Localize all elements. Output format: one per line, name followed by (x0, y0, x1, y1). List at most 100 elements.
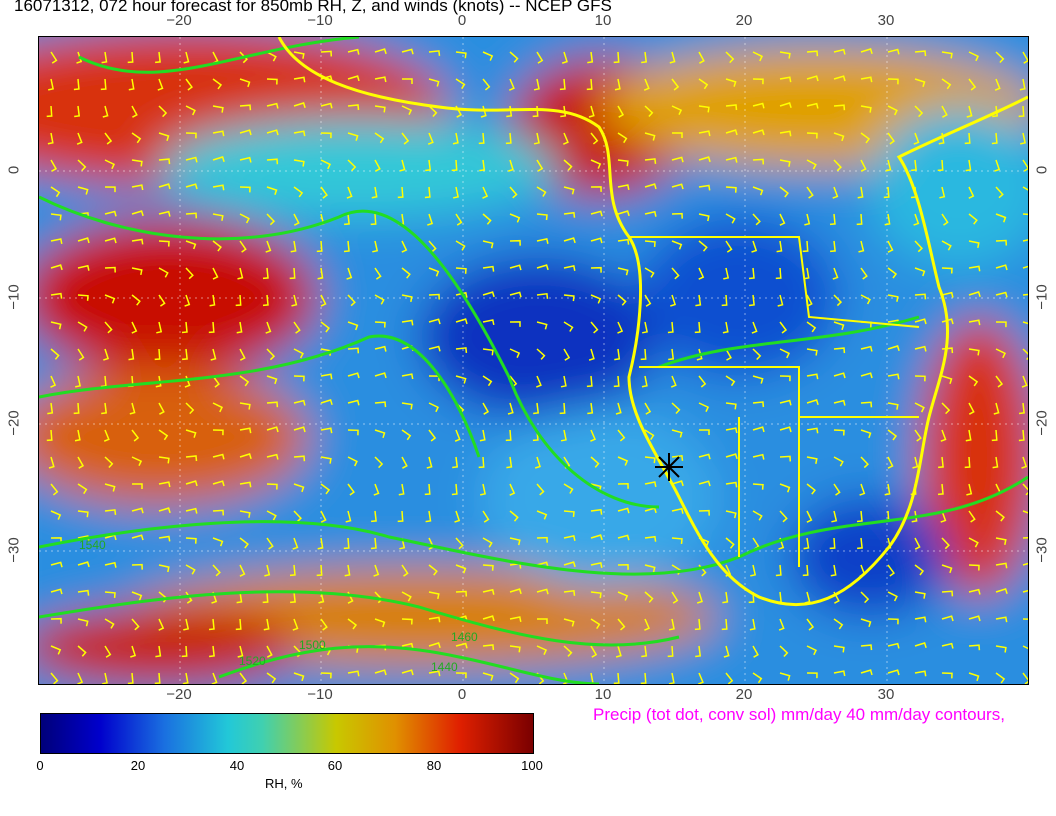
wind-barb (347, 618, 358, 630)
wind-barb (833, 670, 846, 677)
wind-barb (185, 183, 198, 190)
wind-barb (968, 265, 981, 272)
wind-barb (617, 321, 624, 334)
wind-barb (857, 186, 864, 199)
wind-barb (803, 267, 810, 280)
wind-barb (320, 427, 333, 434)
wind-barb (995, 616, 1008, 623)
wind-barb (347, 483, 355, 496)
wind-barb (995, 588, 1008, 595)
wind-barb (614, 348, 621, 361)
wind-barb (48, 456, 55, 469)
wind-barb (696, 591, 703, 604)
wind-barb (617, 238, 630, 245)
wind-barb (941, 105, 948, 118)
lon-tick: 30 (877, 12, 895, 29)
contour-line (658, 315, 920, 369)
wind-barb (347, 48, 360, 55)
wind-barb (964, 132, 971, 145)
wind-barb (266, 51, 277, 62)
wind-barb (887, 642, 900, 649)
wind-barb (860, 76, 873, 83)
coastlines (277, 37, 1028, 607)
wind-barb (721, 294, 728, 307)
wind-barb (779, 76, 792, 83)
height-contours (39, 37, 1028, 684)
lon-tick: 0 (457, 12, 467, 29)
wind-barb (806, 294, 813, 307)
wind-barb (832, 186, 839, 199)
wind-barb (509, 616, 522, 623)
wind-barb (914, 78, 926, 88)
wind-barb (100, 78, 107, 91)
wind-barb (698, 453, 711, 460)
wind-barb (912, 456, 919, 469)
wind-barb (428, 345, 441, 352)
wind-barb (860, 591, 870, 604)
wind-barb (1022, 186, 1028, 191)
wind-barb (158, 183, 171, 190)
wind-barb (668, 618, 675, 631)
wind-barb (617, 429, 626, 442)
wind-barb (374, 456, 384, 469)
wind-barb (455, 240, 466, 251)
wind-barb (104, 159, 115, 170)
colorbar-tick: 0 (36, 758, 44, 773)
wind-barb (320, 373, 333, 380)
lat-tick: −30 (1033, 537, 1051, 563)
wind-barb (104, 321, 113, 334)
wind-barb (644, 429, 655, 441)
wind-barb (590, 508, 603, 515)
wind-barb (671, 78, 680, 91)
wind-barb (509, 213, 521, 223)
wind-barb (509, 348, 521, 358)
wind-barb (941, 318, 954, 325)
wind-barb (672, 132, 683, 138)
wind-barb (914, 240, 923, 253)
wind-barb (104, 294, 116, 304)
wind-barb (779, 51, 791, 59)
wind-barb (401, 267, 411, 279)
wind-barb (155, 51, 161, 64)
wind-barb (428, 642, 441, 649)
wind-barb (131, 591, 143, 601)
wind-barb (347, 399, 360, 406)
wind-barb (914, 50, 927, 57)
wind-barb (104, 237, 117, 244)
wind-barb (860, 294, 871, 305)
wind-barb (613, 51, 620, 64)
wind-barb (158, 535, 171, 542)
wind-barb (158, 210, 171, 217)
wind-barb (158, 564, 170, 573)
wind-barb (778, 618, 785, 631)
wind-barb (482, 240, 494, 249)
wind-barb (212, 156, 225, 163)
wind-barb (482, 78, 491, 91)
contour-line (39, 590, 680, 647)
wind-barb (158, 456, 170, 464)
wind-barb (374, 76, 387, 83)
wind-barb (482, 672, 494, 681)
wind-barb (293, 399, 306, 406)
wind-barb (968, 402, 975, 415)
wind-barb (266, 401, 279, 408)
wind-barb (73, 78, 80, 91)
wind-barb (427, 213, 434, 226)
wind-barb (806, 159, 817, 170)
wind-barb (536, 348, 546, 360)
wind-barb (749, 294, 755, 307)
wind-barb (347, 670, 360, 677)
wind-barb (671, 212, 683, 219)
wind-barb (212, 213, 224, 221)
wind-barb (401, 402, 413, 410)
wind-barb (293, 186, 304, 198)
wind-barb (316, 240, 323, 253)
wind-barb (941, 291, 954, 298)
wind-barb (752, 129, 765, 136)
wind-barb (644, 402, 652, 415)
wind-barb (559, 402, 566, 415)
wind-barb (590, 618, 601, 630)
wind-barb (563, 348, 571, 361)
wind-barb (507, 159, 514, 172)
wind-barb (455, 318, 468, 325)
